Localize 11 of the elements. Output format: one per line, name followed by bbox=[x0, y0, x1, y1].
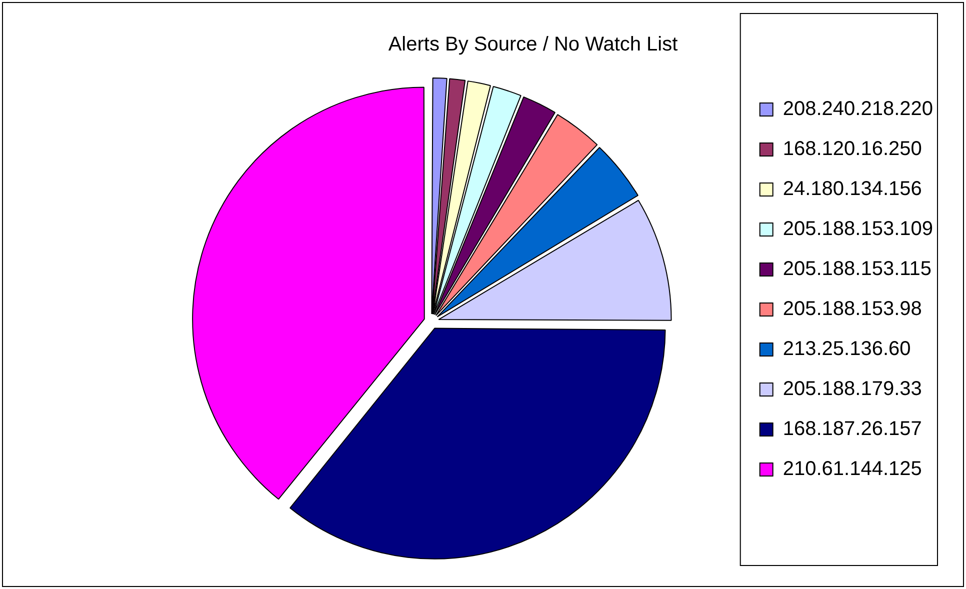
legend-label: 205.188.153.98 bbox=[782, 298, 922, 320]
legend-label: 24.180.134.156 bbox=[782, 178, 922, 200]
text: Alerts By Source / No Watch List bbox=[388, 34, 678, 56]
legend-label: 205.188.153.109 bbox=[782, 218, 934, 240]
legend-label: 168.187.26.157 bbox=[782, 418, 922, 440]
legend-label: 210.61.144.125 bbox=[782, 458, 922, 480]
legend-label: 205.188.179.33 bbox=[782, 378, 922, 400]
legend-label: 205.188.153.115 bbox=[782, 258, 932, 280]
legend-label: 168.120.16.250 bbox=[782, 138, 922, 160]
legend-label: 213.25.136.60 bbox=[782, 338, 911, 360]
legend-label: 208.240.218.220 bbox=[782, 98, 934, 120]
